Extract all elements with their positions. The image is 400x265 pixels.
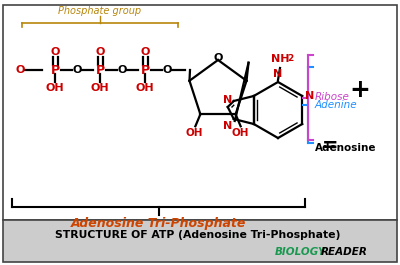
Text: P: P: [140, 64, 150, 77]
Text: OH: OH: [136, 83, 154, 93]
Text: O: O: [117, 65, 127, 75]
Text: P: P: [96, 64, 104, 77]
Bar: [3, 220, 397, 262]
Text: O: O: [140, 47, 150, 57]
Text: O: O: [50, 47, 60, 57]
Text: OH: OH: [232, 128, 249, 138]
Text: O: O: [95, 47, 105, 57]
Text: N: N: [273, 69, 283, 79]
Text: READER: READER: [320, 247, 368, 257]
Text: P: P: [50, 64, 60, 77]
Text: N: N: [305, 91, 314, 101]
Text: =: =: [322, 135, 338, 154]
Text: Adenine: Adenine: [315, 100, 358, 110]
Text: O: O: [213, 53, 223, 63]
Text: O: O: [15, 65, 25, 75]
Text: OH: OH: [46, 83, 64, 93]
Text: Adenosine Tri-Phosphate: Adenosine Tri-Phosphate: [71, 218, 246, 231]
Text: N: N: [222, 95, 232, 105]
Text: Ribose: Ribose: [315, 92, 350, 103]
Text: BIOLOGY: BIOLOGY: [274, 247, 326, 257]
Text: Phosphate group: Phosphate group: [58, 6, 142, 16]
Text: N: N: [222, 121, 232, 131]
Text: OH: OH: [186, 128, 203, 138]
Bar: [3, 5, 397, 220]
Text: OH: OH: [91, 83, 109, 93]
Text: NH: NH: [271, 54, 289, 64]
Text: Adenosine: Adenosine: [315, 143, 376, 153]
Text: 2: 2: [287, 54, 293, 63]
Text: O: O: [162, 65, 172, 75]
Text: STRUCTURE OF ATP (Adenosine Tri-Phosphate): STRUCTURE OF ATP (Adenosine Tri-Phosphat…: [55, 230, 341, 240]
Text: +: +: [350, 78, 370, 102]
Text: O: O: [72, 65, 82, 75]
